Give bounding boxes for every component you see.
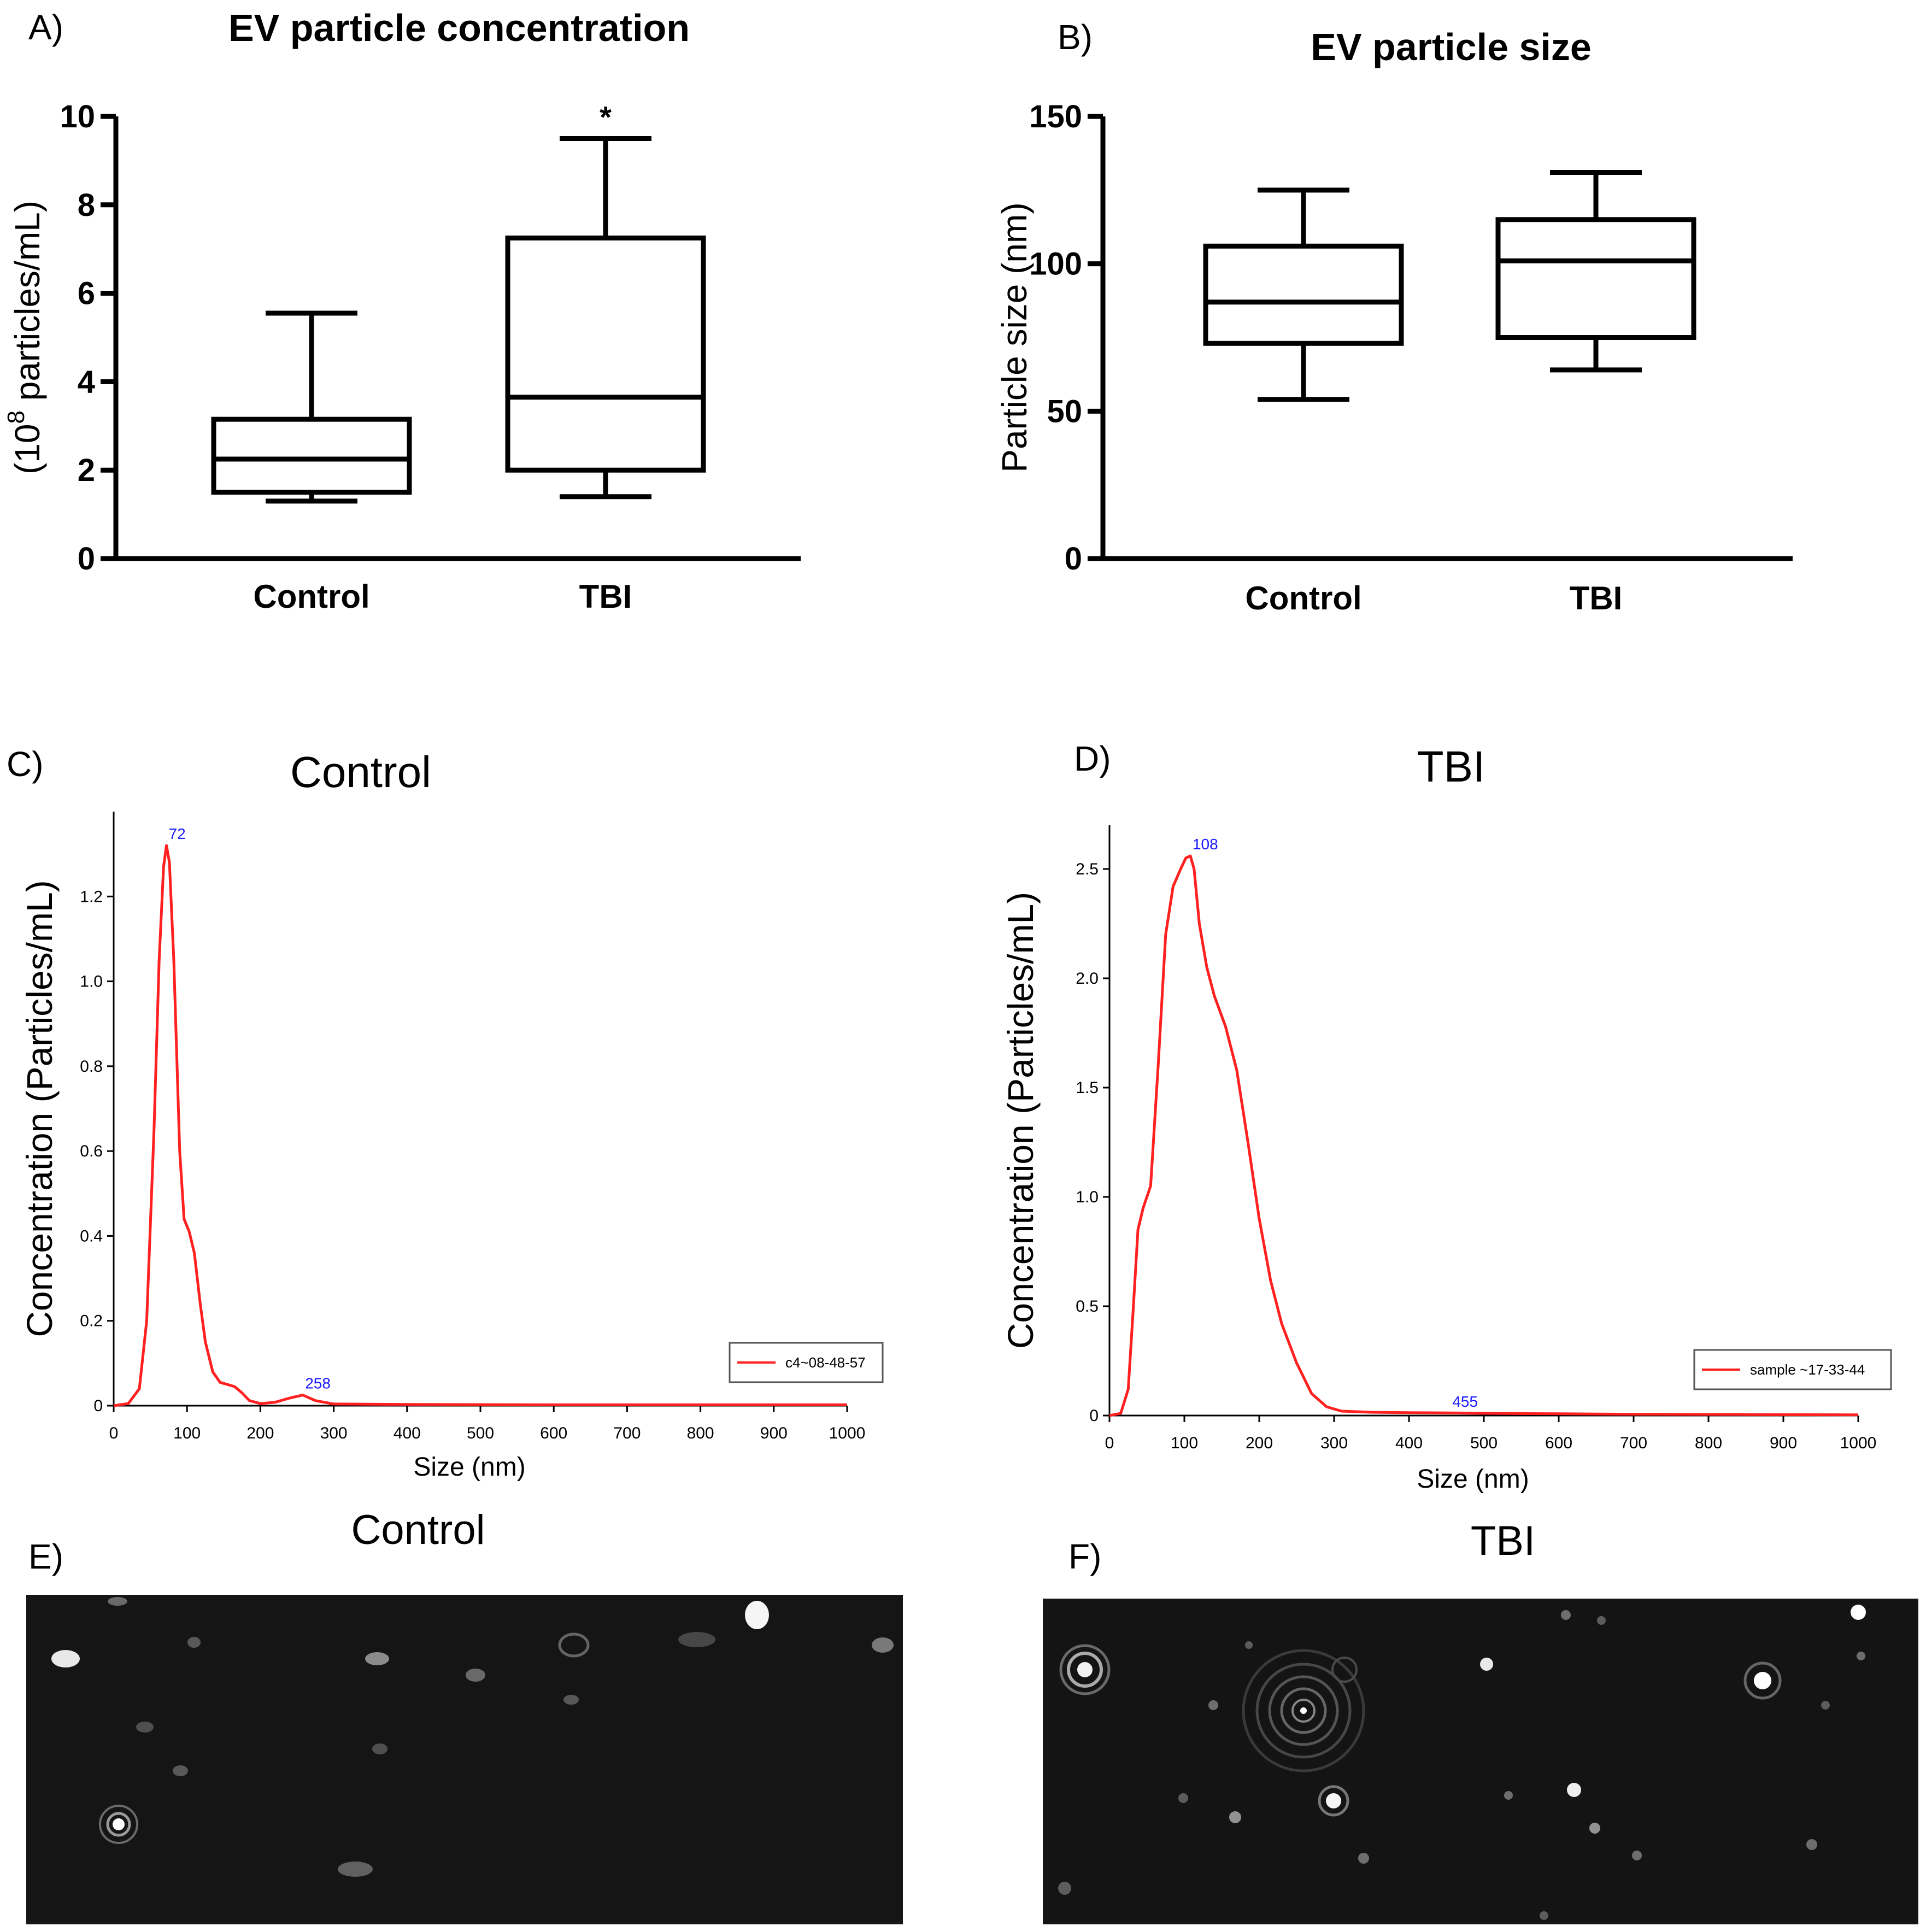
y-tick-label: 0	[78, 541, 95, 577]
iqr-box	[1495, 217, 1696, 340]
x-axis-label: Size (nm)	[413, 1453, 525, 1482]
x-tick-label: 600	[1545, 1434, 1572, 1452]
y-tick-label: 0	[1089, 1407, 1099, 1425]
chart-title: EV particle size	[1311, 26, 1592, 68]
x-tick-label: 400	[394, 1424, 421, 1442]
legend-label: sample ~17-33-44	[1750, 1361, 1865, 1378]
peak-label: 258	[305, 1375, 331, 1392]
y-tick-label: 1.0	[1076, 1188, 1099, 1206]
distribution-curve	[113, 844, 847, 1407]
control-microscopy-image	[26, 1595, 903, 1924]
y-tick-label: 1.0	[80, 973, 103, 991]
chart-a-concentration-boxplot: EV particle concentration 0 2 4 6 8 10 (108 par…	[3, 7, 801, 615]
y-axis-label: Concentration (Particles/mL)	[1000, 892, 1041, 1349]
chart-title: TBI	[1417, 742, 1485, 791]
panel-letter-d: D)	[1074, 739, 1111, 778]
x-tick-label: 600	[540, 1424, 567, 1442]
x-tick-label: 0	[109, 1424, 119, 1442]
peak-label: 108	[1193, 836, 1218, 853]
y-axis-label: Concentration (Particles/mL)	[19, 880, 60, 1337]
legend-label: c4~08-48-57	[785, 1354, 866, 1371]
y-tick-label: 0.8	[80, 1058, 103, 1076]
peak-label: 72	[169, 825, 186, 842]
chart-c-control-distribution: Control 0 0.2 0.4 0.6 0.8 1.0 1.2 0 100 200 300 400 5…	[19, 748, 884, 1482]
y-tick-label: 2.0	[1076, 970, 1099, 988]
y-tick-label: 100	[1029, 246, 1082, 282]
panel-letter-c: C)	[7, 744, 44, 784]
category-label: Control	[1245, 580, 1361, 616]
x-tick-label: 800	[687, 1424, 714, 1442]
x-tick-label: 400	[1395, 1434, 1423, 1452]
panel-letter-a: A)	[28, 8, 63, 47]
x-tick-label: 1000	[829, 1424, 866, 1442]
control-image-background	[26, 1595, 903, 1924]
y-tick-label: 0.6	[80, 1142, 103, 1160]
panel-e-title: Control	[351, 1507, 485, 1553]
y-tick-label: 1.2	[80, 888, 103, 906]
x-tick-label: 700	[1620, 1434, 1647, 1452]
panel-letter-b: B)	[1058, 17, 1093, 57]
x-tick-label: 200	[1246, 1434, 1273, 1452]
iqr-box	[505, 235, 706, 473]
category-label: TBI	[1570, 580, 1623, 616]
y-axis-label: (108 particles/mL)	[3, 201, 47, 474]
y-tick-label: 150	[1029, 99, 1082, 134]
x-tick-label: 500	[467, 1424, 494, 1442]
y-tick-label: 0.2	[80, 1312, 103, 1330]
significance-marker: *	[600, 99, 612, 134]
chart-title: Control	[290, 748, 431, 796]
x-tick-label: 700	[613, 1424, 641, 1442]
peak-label: 455	[1452, 1393, 1478, 1410]
y-tick-label: 1.5	[1076, 1079, 1099, 1097]
distribution-curve	[1109, 854, 1859, 1417]
x-tick-label: 900	[760, 1424, 788, 1442]
chart-title: EV particle concentration	[228, 7, 690, 49]
y-tick-label: 2.5	[1076, 860, 1099, 878]
x-tick-label: 500	[1470, 1434, 1498, 1452]
y-tick-label: 0	[93, 1397, 103, 1415]
y-tick-label: 10	[60, 99, 95, 134]
tbi-microscopy-image	[1043, 1599, 1918, 1924]
y-tick-label: 50	[1047, 394, 1082, 429]
panel-f-title: TBI	[1471, 1518, 1535, 1564]
y-axis-label: Particle size (nm)	[995, 202, 1034, 472]
x-tick-label: 100	[1171, 1434, 1198, 1452]
x-axis-label: Size (nm)	[1417, 1465, 1529, 1494]
x-tick-label: 1000	[1840, 1434, 1877, 1452]
panel-letter-f: F)	[1068, 1537, 1101, 1576]
x-tick-label: 300	[1320, 1434, 1348, 1452]
iqr-box	[211, 416, 412, 495]
x-tick-label: 100	[173, 1424, 201, 1442]
y-tick-label: 2	[78, 453, 95, 488]
x-tick-label: 0	[1105, 1434, 1114, 1452]
y-tick-label: 8	[78, 187, 95, 223]
panel-letter-e: E)	[28, 1537, 63, 1576]
y-tick-label: 6	[78, 276, 95, 312]
tbi-image-background	[1043, 1599, 1918, 1924]
chart-b-size-boxplot: EV particle size 0 50 100 150 Particle size (…	[995, 26, 1793, 616]
y-tick-label: 0.5	[1076, 1297, 1099, 1316]
x-tick-label: 800	[1695, 1434, 1722, 1452]
category-label: Control	[253, 578, 369, 615]
chart-d-tbi-distribution: TBI 0 0.5 1.0 1.5 2.0 2.5 0 100 200 300 400 500 600 70…	[1000, 742, 1892, 1494]
y-tick-label: 4	[78, 364, 95, 400]
x-tick-label: 900	[1770, 1434, 1797, 1452]
y-tick-label: 0.4	[80, 1227, 103, 1245]
x-tick-label: 300	[320, 1424, 348, 1442]
category-label: TBI	[579, 578, 632, 615]
y-tick-label: 0	[1065, 541, 1082, 577]
x-tick-label: 200	[246, 1424, 274, 1442]
iqr-box	[1203, 243, 1404, 346]
